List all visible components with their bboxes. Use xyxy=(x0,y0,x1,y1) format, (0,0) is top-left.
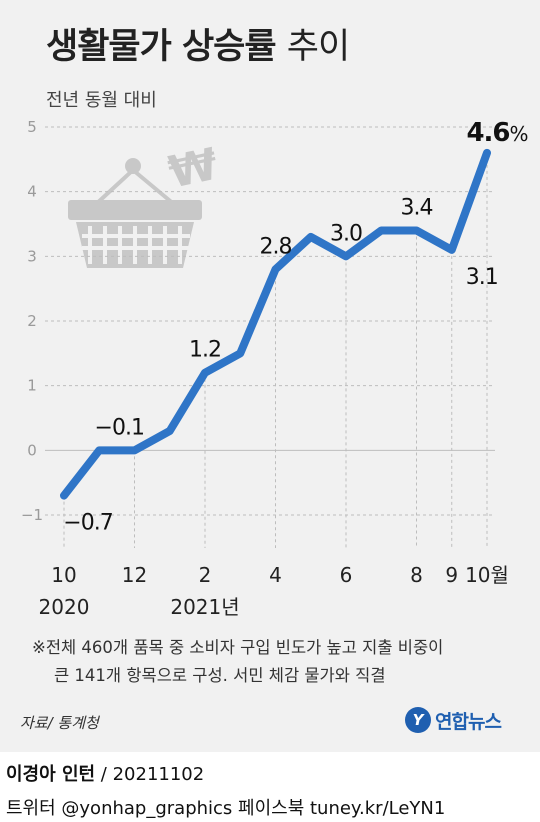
x-tick-label: 10월 xyxy=(465,563,509,587)
x-tick-label: 6 xyxy=(340,563,353,587)
y-tick-label: −1 xyxy=(21,506,43,524)
data-label: 3.0 xyxy=(330,221,362,246)
social-links: 트위터 @yonhap_graphics 페이스북 tuney.kr/LeYN1 xyxy=(6,798,446,819)
year-label: 2020 xyxy=(39,595,90,619)
y-tick-label: 2 xyxy=(27,312,37,330)
yonhap-logo-text: 연합뉴스 xyxy=(435,710,502,733)
y-tick-label: 3 xyxy=(27,247,37,265)
x-tick-label: 4 xyxy=(269,563,282,587)
infographic-card: 생활물가 상승률 추이 전년 동월 대비 ₩ −1 0 1 2 3 4 5 10 12 2 4 6 8… xyxy=(0,0,540,752)
footnote-line-2: 큰 141개 항목으로 구성. 서민 체감 물가와 직결 xyxy=(54,666,386,685)
series-line xyxy=(60,148,491,500)
data-label: 2.8 xyxy=(260,234,292,259)
x-tick-label: 2 xyxy=(199,563,212,587)
yonhap-logo-icon: Y xyxy=(405,707,431,733)
source-label: 자료/ 통계청 xyxy=(20,714,99,732)
y-tick-label: 1 xyxy=(27,377,37,395)
yonhap-logo: Y 연합뉴스 xyxy=(405,704,502,736)
x-tick-label: 9 xyxy=(445,563,458,587)
x-tick-label: 8 xyxy=(410,563,423,587)
shopping-basket-won-icon: ₩ xyxy=(68,139,222,268)
data-label: −0.1 xyxy=(95,415,144,440)
chart-title: 생활물가 상승률 추이 xyxy=(46,27,350,67)
data-label: 3.4 xyxy=(401,195,433,220)
footnote-line-1: ※전체 460개 품목 중 소비자 구입 빈도가 높고 지출 비중이 xyxy=(32,638,444,657)
data-label: −0.7 xyxy=(63,511,112,536)
author-credit: 이경아 인턴 / 20211102 xyxy=(6,764,205,785)
footnote: ※전체 460개 품목 중 소비자 구입 빈도가 높고 지출 비중이 큰 141… xyxy=(32,634,532,690)
x-tick-label: 10 xyxy=(51,563,76,587)
data-label: 1.2 xyxy=(189,338,221,363)
y-tick-label: 0 xyxy=(27,441,37,459)
x-tick-label: 12 xyxy=(122,563,147,587)
y-tick-label: 5 xyxy=(27,118,37,136)
y-tick-label: 4 xyxy=(27,183,37,201)
chart-subtitle: 전년 동월 대비 xyxy=(46,90,157,111)
data-label: 3.1 xyxy=(466,265,498,290)
year-label: 2021년 xyxy=(170,595,239,619)
svg-text:₩: ₩ xyxy=(164,139,222,199)
data-label: 4.6% xyxy=(466,118,527,148)
